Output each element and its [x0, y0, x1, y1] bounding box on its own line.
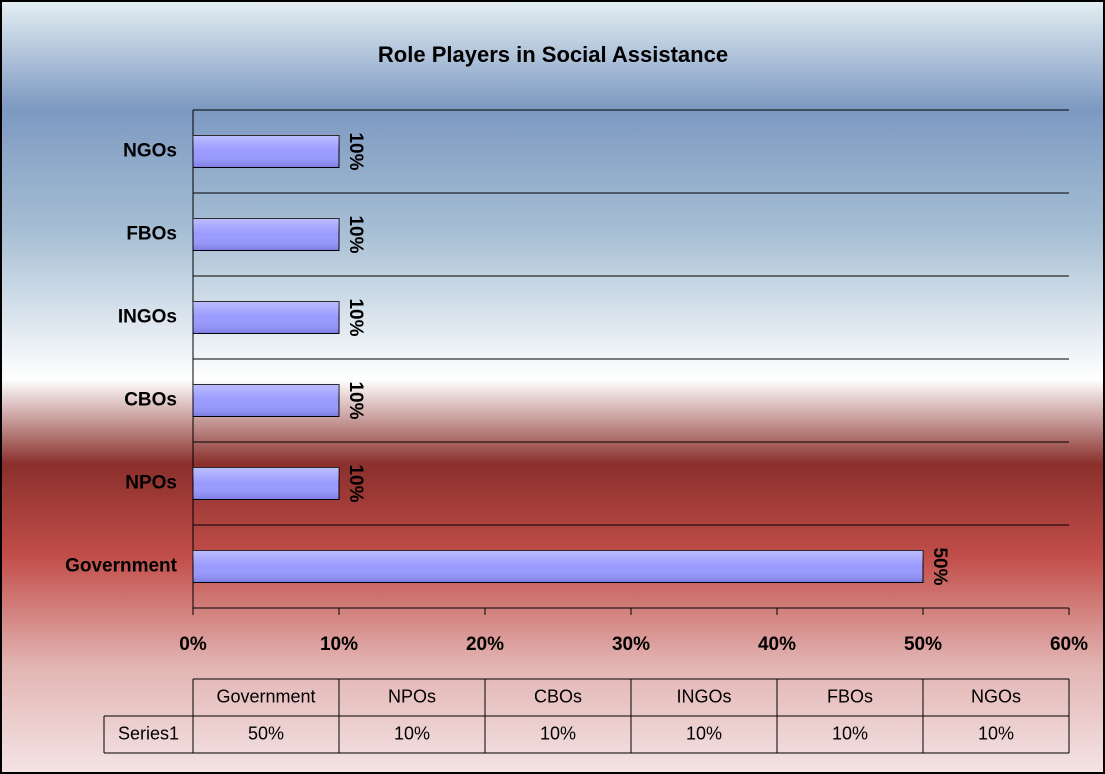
bar-shade [193, 467, 339, 500]
table-value: 10% [832, 723, 868, 743]
x-tick-label: 60% [1050, 634, 1088, 655]
data-label: 10% [345, 298, 366, 336]
table-value: 10% [540, 723, 576, 743]
data-label: 10% [345, 381, 366, 419]
data-label: 10% [345, 132, 366, 170]
table-header: NPOs [388, 686, 436, 706]
x-tick-label: 50% [904, 634, 942, 655]
table-header: INGOs [676, 686, 731, 706]
y-tick-label: INGOs [118, 307, 177, 328]
data-label: 10% [345, 215, 366, 253]
bar-shade [193, 384, 339, 417]
table-value: 10% [394, 723, 430, 743]
bar-shade [193, 550, 923, 583]
table-header: NGOs [971, 686, 1021, 706]
y-tick-label: NGOs [123, 141, 177, 162]
table-value: 10% [686, 723, 722, 743]
data-label: 10% [345, 464, 366, 502]
y-tick-label: NPOs [125, 473, 177, 494]
bar-shade [193, 301, 339, 334]
table-series-name: Series1 [118, 723, 179, 743]
table-header: Government [216, 686, 315, 706]
table-value: 10% [978, 723, 1014, 743]
data-label: 50% [929, 547, 950, 585]
bar-shade [193, 135, 339, 168]
table-header: CBOs [534, 686, 582, 706]
bar-shade [193, 218, 339, 251]
table-header: FBOs [827, 686, 873, 706]
y-tick-label: FBOs [126, 224, 177, 245]
table-value: 50% [248, 723, 284, 743]
y-tick-label: Government [65, 556, 178, 577]
x-tick-label: 0% [179, 634, 207, 655]
x-tick-label: 40% [758, 634, 796, 655]
x-tick-label: 30% [612, 634, 650, 655]
y-tick-label: CBOs [124, 390, 177, 411]
x-tick-label: 20% [466, 634, 504, 655]
chart-title: Role Players in Social Assistance [378, 42, 728, 67]
x-tick-label: 10% [320, 634, 358, 655]
